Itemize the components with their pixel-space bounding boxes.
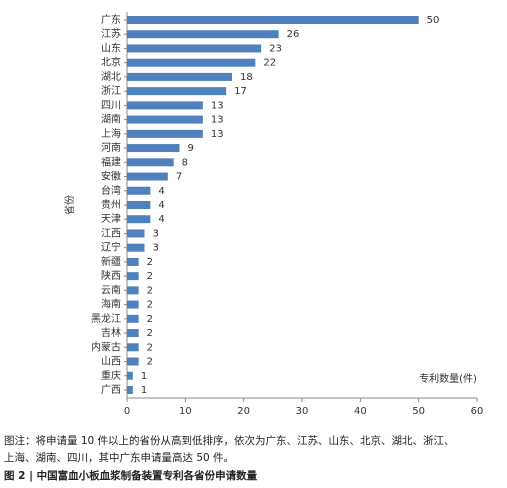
y-tick-label: 广东 xyxy=(101,13,121,26)
y-tick-label: 台湾 xyxy=(101,184,121,197)
value-label: 2 xyxy=(147,357,153,368)
y-tick-label: 浙江 xyxy=(101,85,121,97)
y-tick-label: 陕西 xyxy=(101,269,121,282)
bar xyxy=(127,58,256,67)
bar xyxy=(127,144,180,153)
y-tick-label: 重庆 xyxy=(101,369,121,382)
bar xyxy=(127,343,139,352)
bar xyxy=(127,30,279,39)
y-tick-label: 天津 xyxy=(101,213,121,225)
bar xyxy=(127,186,151,195)
value-label: 1 xyxy=(141,371,147,382)
bar xyxy=(127,229,145,238)
value-label: 2 xyxy=(147,257,153,268)
figure-title: 图 2 | 中国富血小板血浆制备装置专利各省份申请数量 xyxy=(4,470,258,482)
value-label: 9 xyxy=(188,143,194,154)
value-label: 2 xyxy=(147,314,153,325)
value-label: 1 xyxy=(141,385,147,396)
value-label: 2 xyxy=(147,328,153,339)
x-tick-label: 10 xyxy=(179,406,192,417)
bar xyxy=(127,272,139,281)
caption: 图注：将申请量 10 件以上的省份从高到低排序，依次为广东、江苏、山东、北京、湖… xyxy=(4,435,455,447)
x-tick-label: 60 xyxy=(471,406,484,417)
bar xyxy=(127,200,151,209)
bar xyxy=(127,72,232,81)
value-label: 13 xyxy=(211,129,224,140)
value-label: 8 xyxy=(182,157,188,168)
value-label: 2 xyxy=(147,271,153,282)
bar xyxy=(127,300,139,309)
value-label: 17 xyxy=(234,86,247,97)
y-tick-label: 上海 xyxy=(101,127,121,140)
bar xyxy=(127,357,139,366)
bar xyxy=(127,385,133,394)
bar xyxy=(127,215,151,224)
y-tick-label: 新疆 xyxy=(101,255,121,268)
y-tick-label: 江西 xyxy=(101,227,121,239)
bar xyxy=(127,129,203,138)
y-tick-label: 云南 xyxy=(101,283,121,296)
y-tick-label: 辽宁 xyxy=(101,241,121,254)
y-tick-label: 四川 xyxy=(101,100,121,111)
bar xyxy=(127,172,168,181)
value-label: 18 xyxy=(240,72,253,83)
x-axis-title: 专利数量(件) xyxy=(419,372,477,385)
value-label: 4 xyxy=(158,214,164,225)
value-label: 2 xyxy=(147,300,153,311)
y-axis-title: 省份 xyxy=(63,195,76,215)
value-label: 50 xyxy=(427,15,440,26)
y-tick-label: 黑龙江 xyxy=(91,312,121,325)
value-label: 4 xyxy=(158,186,164,197)
bar xyxy=(127,257,139,266)
y-tick-label: 贵州 xyxy=(101,198,121,211)
bar xyxy=(127,243,145,252)
x-tick-label: 0 xyxy=(124,406,130,417)
x-tick-label: 20 xyxy=(237,406,250,417)
bar xyxy=(127,329,139,338)
y-tick-label: 山西 xyxy=(101,356,121,368)
value-label: 4 xyxy=(158,200,164,211)
y-tick-label: 河南 xyxy=(101,141,121,154)
bar xyxy=(127,158,174,167)
y-tick-label: 江苏 xyxy=(101,27,121,40)
y-tick-label: 山东 xyxy=(101,41,121,54)
bar xyxy=(127,44,262,53)
value-label: 23 xyxy=(269,43,282,54)
y-tick-label: 安徽 xyxy=(101,170,121,183)
value-label: 26 xyxy=(287,29,300,40)
x-tick-label: 40 xyxy=(354,406,367,417)
value-label: 3 xyxy=(153,228,159,239)
bar xyxy=(127,115,203,124)
bar xyxy=(127,286,139,295)
value-label: 7 xyxy=(176,172,182,183)
y-tick-label: 北京 xyxy=(101,56,121,69)
x-tick-label: 30 xyxy=(296,406,309,417)
y-tick-label: 湖南 xyxy=(101,113,121,126)
caption: 上海、湖南、四川，其中广东申请量高达 50 件。 xyxy=(4,452,235,464)
bar xyxy=(127,101,203,110)
bar xyxy=(127,16,419,24)
value-label: 22 xyxy=(263,58,276,69)
y-tick-label: 内蒙古 xyxy=(91,340,121,353)
y-tick-label: 福建 xyxy=(101,155,121,168)
bar xyxy=(127,314,139,323)
y-tick-label: 湖北 xyxy=(101,71,121,83)
x-tick-label: 50 xyxy=(412,406,425,417)
value-label: 3 xyxy=(153,243,159,254)
bar xyxy=(127,371,133,380)
value-label: 13 xyxy=(211,115,224,126)
y-tick-label: 海南 xyxy=(101,298,121,311)
y-tick-label: 吉林 xyxy=(101,326,121,339)
value-label: 2 xyxy=(147,342,153,353)
value-label: 13 xyxy=(211,100,224,111)
y-tick-label: 广西 xyxy=(101,384,121,396)
bar xyxy=(127,87,227,96)
value-label: 2 xyxy=(147,285,153,296)
